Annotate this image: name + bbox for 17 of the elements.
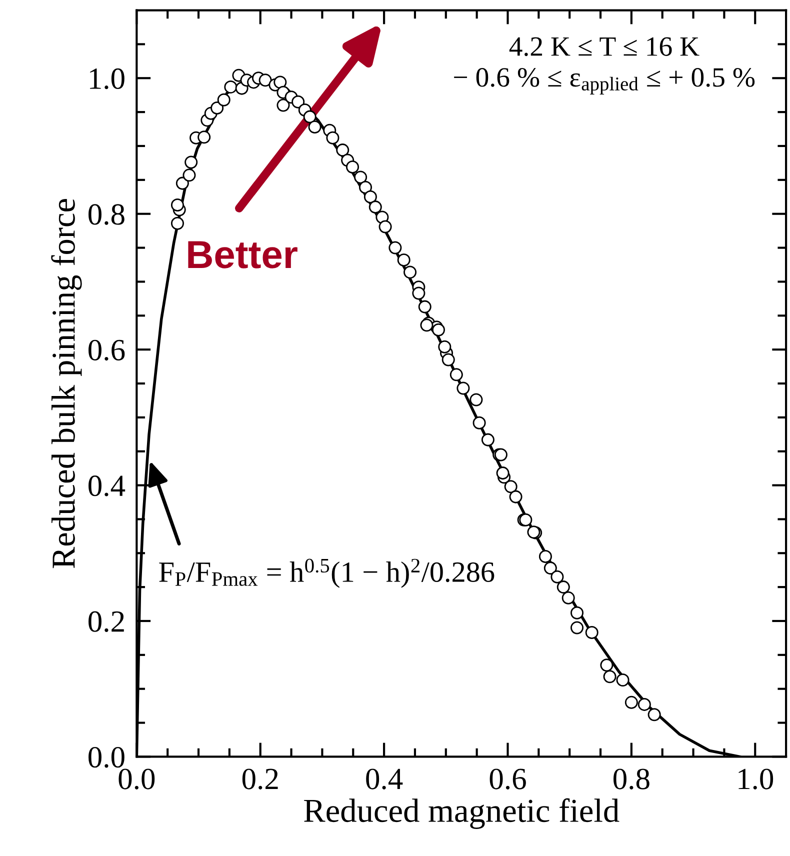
y-tick-label: 1.0 <box>90 68 124 90</box>
annotation: 4.2 K ≤ T ≤ 16 K − 0.6 % ≤ ε$_{applied}$ ≤ + 0.5 % <box>454 37 755 94</box>
text: F$_{P}$/F$_{Pmax}$ = h$^{0.5}$(1 − h)$^{2}$/0.286 <box>159 558 494 588</box>
y-axis-title: Reduced bulk pinning force <box>51 199 82 568</box>
x-tick-label: 0.0 <box>118 768 155 790</box>
x-tick-label: 0.2 <box>242 768 278 790</box>
y-tick-label: 0.6 <box>88 340 125 361</box>
x-tick-label: 0.4 <box>366 768 403 790</box>
x-tick-label: 0.6 <box>490 768 526 790</box>
y-tick-label: 0.4 <box>88 476 126 496</box>
y-tick-label: 0.2 <box>88 611 124 632</box>
x-tick-label: 1.0 <box>738 768 774 790</box>
y-tick-label: 0.8 <box>88 204 124 225</box>
annotation: Better <box>188 241 298 268</box>
x-tick-label: 0.8 <box>614 768 650 790</box>
y-tick-label: 0.0 <box>88 746 124 768</box>
x-axis-title: Reduced magnetic field <box>304 798 620 829</box>
